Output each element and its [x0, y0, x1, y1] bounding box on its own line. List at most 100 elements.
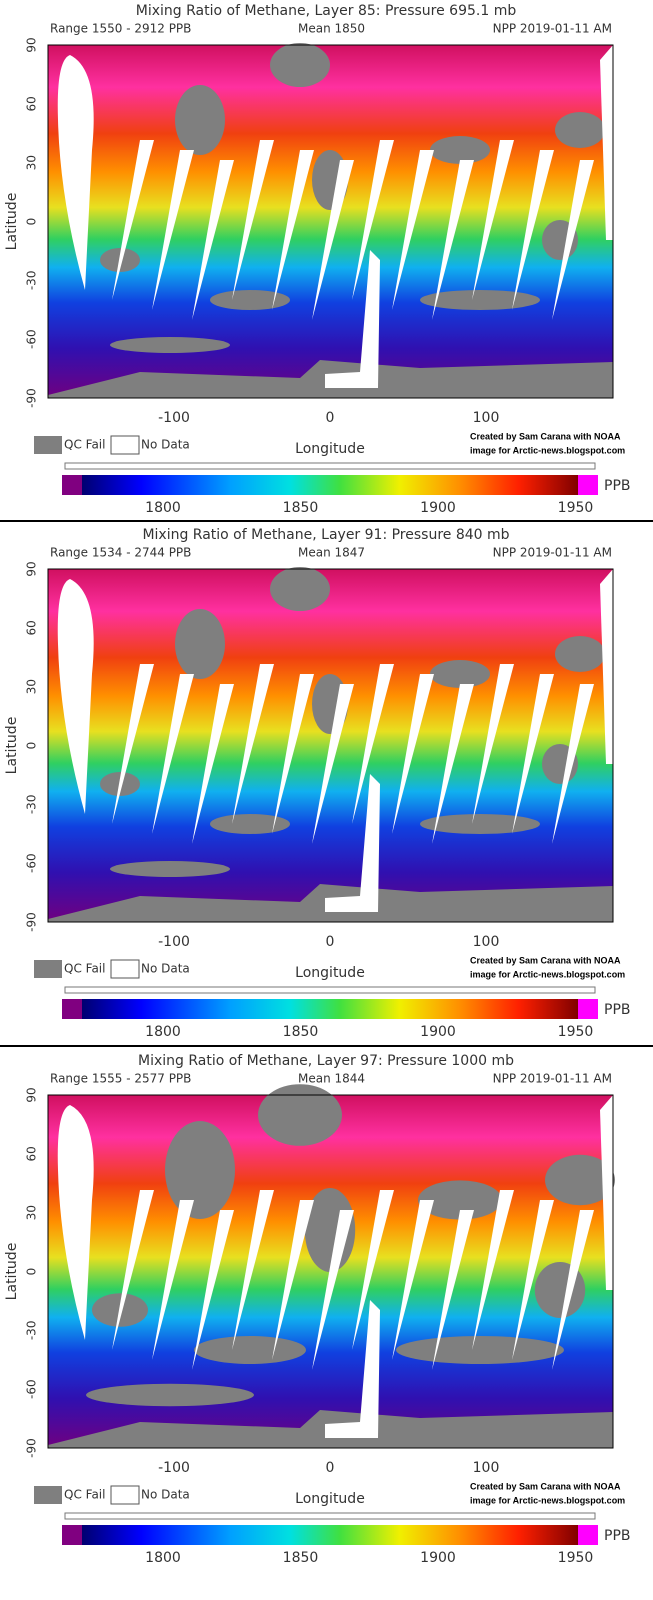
no-data-swath	[392, 150, 434, 310]
lat-tick-label: 0	[25, 1268, 39, 1276]
lon-tick-label: -100	[158, 934, 190, 950]
no-data-swath	[312, 160, 354, 320]
range: Range 1534 - 2744 PPB	[50, 546, 191, 560]
qc-fail-area	[110, 861, 230, 877]
no-data-swath	[112, 140, 154, 300]
lat-tick-label: 90	[25, 561, 39, 576]
qc-fail-area	[396, 1336, 564, 1364]
qc-fail-area	[270, 567, 330, 611]
scale-bar	[64, 1512, 596, 1520]
colorbar-unit: PPB	[604, 478, 631, 494]
colorbar-tick-label: 1900	[420, 1024, 456, 1040]
qc-fail-swatch	[34, 1486, 62, 1504]
legend-label: No Data	[141, 962, 190, 976]
lat-tick-label: 60	[25, 96, 39, 111]
no-data-swath	[552, 160, 594, 320]
colorbar-high	[578, 1525, 598, 1545]
qc-fail-area	[270, 43, 330, 87]
colorbar-tick-label: 1800	[145, 500, 181, 516]
x-axis-label: Longitude	[295, 1491, 365, 1507]
lat-tick-label: -30	[25, 1321, 39, 1341]
no-data-swath	[152, 674, 194, 834]
lat-tick-label: 60	[25, 620, 39, 635]
colorbar-tick-label: 1950	[558, 1550, 594, 1566]
lat-tick-label: 90	[25, 1087, 39, 1102]
no-data-swath	[552, 684, 594, 844]
no-data-swath	[152, 1200, 194, 1360]
legend-label: No Data	[141, 438, 190, 452]
panel-title: Mixing Ratio of Methane, Layer 91: Press…	[142, 527, 509, 543]
lat-tick-label: 30	[25, 1205, 39, 1220]
colorbar-unit: PPB	[604, 1002, 631, 1018]
lat-tick-label: -30	[25, 271, 39, 291]
legend-label: No Data	[141, 1488, 190, 1502]
legend-label: QC Fail	[64, 962, 105, 976]
qc-fail-area	[430, 660, 490, 688]
no-data-swath	[472, 664, 514, 824]
credit: Created by Sam Carana with NOAA	[470, 1481, 621, 1491]
legend-label: QC Fail	[64, 1488, 105, 1502]
qc-fail-area	[86, 1383, 254, 1407]
qc-fail-area	[175, 85, 225, 155]
no-data-swath	[432, 1210, 474, 1370]
no-data-swath	[112, 1190, 154, 1350]
no-data-swatch	[110, 1485, 140, 1505]
no-data-swath	[325, 250, 380, 388]
colorbar-low	[62, 999, 82, 1019]
lon-tick-label: 100	[473, 410, 500, 426]
lat-tick-label: 0	[25, 218, 39, 226]
qc-fail-area	[165, 1121, 235, 1219]
no-data-swath	[272, 674, 314, 834]
no-data-swath	[392, 674, 434, 834]
panel: Mixing Ratio of Methane, Layer 85: Press…	[4, 3, 631, 516]
no-data-swath	[192, 1210, 234, 1370]
qc-fail-area	[555, 112, 605, 148]
qc-fail-area	[175, 609, 225, 679]
credit: Created by Sam Carana with NOAA	[470, 431, 621, 441]
no-data-swath	[192, 160, 234, 320]
no-data-swatch	[110, 435, 140, 455]
colorbar	[82, 475, 578, 495]
lon-tick-label: -100	[158, 410, 190, 426]
credit: image for Arctic-news.blogspot.com	[470, 969, 625, 979]
y-axis-label: Latitude	[4, 1243, 20, 1301]
no-data-swath	[600, 45, 613, 240]
colorbar-low	[62, 1525, 82, 1545]
colorbar-tick-label: 1800	[145, 1550, 181, 1566]
no-data-swath	[312, 1210, 354, 1370]
qc-fail-area	[418, 1180, 502, 1220]
colorbar-tick-label: 1900	[420, 500, 456, 516]
panel: Mixing Ratio of Methane, Layer 91: Press…	[4, 527, 631, 1040]
scale-bar	[64, 462, 596, 470]
no-data-swath	[325, 774, 380, 912]
lat-tick-label: -90	[25, 388, 39, 408]
no-data-swatch	[110, 959, 140, 979]
no-data-swath	[272, 1200, 314, 1360]
panel-title: Mixing Ratio of Methane, Layer 85: Press…	[136, 3, 517, 19]
no-data-swath	[392, 1200, 434, 1360]
no-data-swath	[432, 684, 474, 844]
lat-tick-label: -30	[25, 795, 39, 815]
no-data-swath	[232, 140, 274, 300]
legend-label: QC Fail	[64, 438, 105, 452]
lat-tick-label: 0	[25, 742, 39, 750]
lon-tick-label: 100	[473, 1460, 500, 1476]
no-data-swath	[57, 55, 94, 290]
mean: Mean 1844	[298, 1072, 365, 1086]
no-data-swath	[272, 150, 314, 310]
no-data-swath	[312, 684, 354, 844]
colorbar-tick-label: 1950	[558, 500, 594, 516]
map-frame	[47, 44, 614, 399]
qc-fail-area	[210, 814, 290, 834]
no-data-swath	[472, 140, 514, 300]
no-data-swath	[512, 150, 554, 310]
lon-tick-label: 100	[473, 934, 500, 950]
qc-fail-area	[420, 814, 540, 834]
no-data-swath	[352, 1190, 394, 1350]
colorbar-tick-label: 1900	[420, 1550, 456, 1566]
no-data-swath	[352, 664, 394, 824]
map-frame	[47, 1094, 614, 1449]
colorbar	[82, 999, 578, 1019]
lon-tick-label: 0	[326, 1460, 335, 1476]
